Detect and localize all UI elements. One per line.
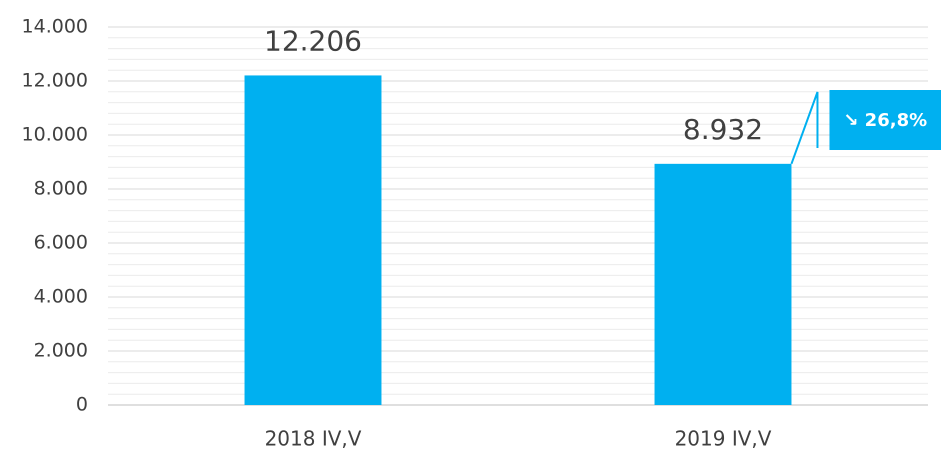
- y-tick-label: 4.000: [34, 286, 88, 308]
- annotation: ↘ 26,8%: [843, 110, 927, 131]
- y-tick-label: 10.000: [22, 124, 88, 146]
- callout-line: [790, 91, 819, 165]
- y-tick-label: 12.000: [22, 70, 88, 92]
- x-tick-label: 2019 IV,V: [675, 427, 772, 451]
- value-label: 12.206: [264, 24, 362, 57]
- y-tick-label: 2.000: [34, 340, 88, 362]
- annotation-box: [829, 90, 941, 150]
- y-tick-label: 8.000: [34, 178, 88, 200]
- bar: [244, 75, 382, 406]
- value-label: 8.932: [683, 113, 763, 146]
- y-tick-label: 0: [76, 394, 88, 416]
- x-tick-label: 2018 IV,V: [265, 427, 362, 451]
- y-tick-label: 6.000: [34, 232, 88, 254]
- bar: [654, 163, 792, 405]
- y-tick-label: 14.000: [22, 16, 88, 38]
